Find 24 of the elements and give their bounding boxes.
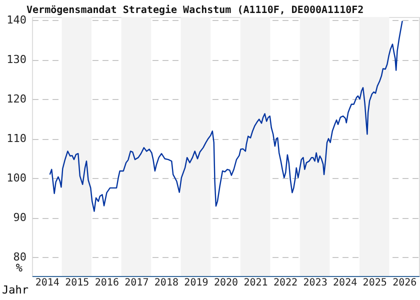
chart-title: Vermögensmandat Strategie Wachstum (A1110F, DE000A1110F2 [26, 4, 364, 16]
y-axis-title: % [16, 262, 23, 274]
x-tick-label: 2023 [303, 278, 328, 288]
y-tick-label: 80 [13, 250, 26, 264]
y-tick-label: 140 [6, 14, 26, 27]
y-tick-label: 90 [13, 211, 26, 224]
y-tick-label: 120 [6, 92, 26, 106]
x-tick-label: 2015 [65, 278, 90, 288]
x-axis-title: Jahr [2, 284, 29, 296]
x-tick-label: 2016 [94, 278, 119, 288]
x-tick-label: 2025 [362, 278, 387, 288]
x-tick-label: 2018 [154, 278, 179, 288]
x-tick-label: 2024 [333, 278, 358, 288]
x-tick-label: 2026 [392, 278, 417, 288]
x-tick-label: 2021 [244, 278, 268, 288]
x-tick-label: 2019 [184, 278, 208, 288]
x-tick-label: 2014 [35, 278, 60, 288]
y-tick-label: 130 [6, 53, 26, 66]
y-tick-label: 110 [6, 132, 26, 146]
x-tick-label: 2022 [273, 278, 298, 288]
y-tick-label: 100 [6, 172, 26, 185]
line-series [49, 20, 403, 212]
x-tick-label: 2020 [214, 278, 238, 288]
x-tick-label: 2017 [124, 278, 149, 288]
